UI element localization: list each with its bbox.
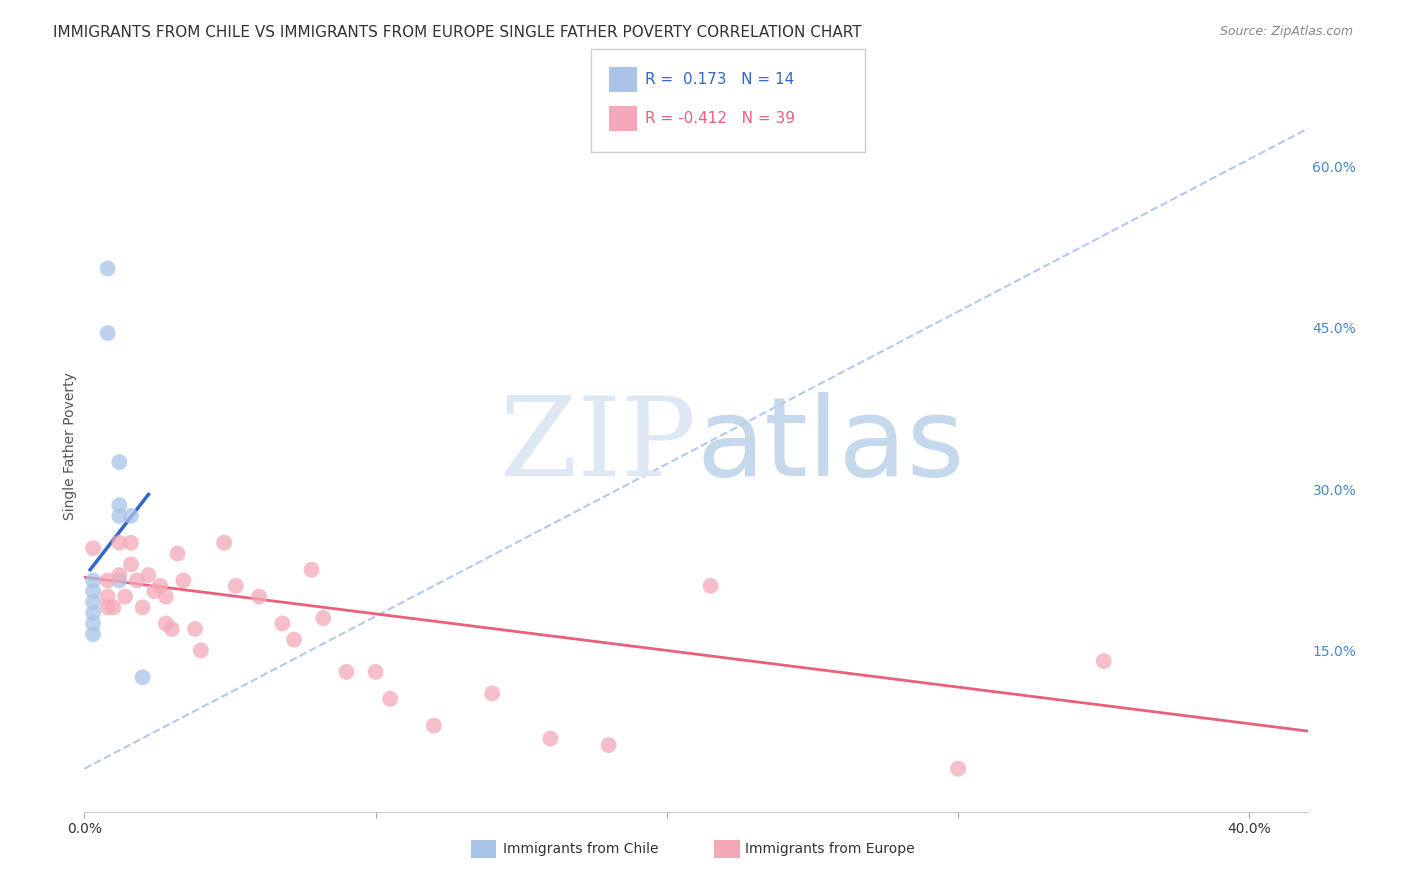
Point <box>138 568 160 582</box>
Point <box>82 595 104 609</box>
Point <box>212 536 235 550</box>
Point <box>160 622 183 636</box>
Text: ZIP: ZIP <box>501 392 696 500</box>
Text: Immigrants from Chile: Immigrants from Chile <box>503 842 659 856</box>
Point <box>108 455 131 469</box>
Point <box>225 579 247 593</box>
Point <box>283 632 305 647</box>
Point <box>103 600 125 615</box>
Y-axis label: Single Father Poverty: Single Father Poverty <box>63 372 77 520</box>
Point <box>131 670 153 684</box>
Point <box>335 665 357 679</box>
Point <box>172 574 194 588</box>
Point <box>120 558 142 572</box>
Point <box>108 536 131 550</box>
Text: R = -0.412   N = 39: R = -0.412 N = 39 <box>645 112 796 126</box>
Point <box>120 536 142 550</box>
Text: IMMIGRANTS FROM CHILE VS IMMIGRANTS FROM EUROPE SINGLE FATHER POVERTY CORRELATIO: IMMIGRANTS FROM CHILE VS IMMIGRANTS FROM… <box>53 25 862 40</box>
Point <box>97 590 120 604</box>
Point <box>380 691 402 706</box>
Point <box>143 584 166 599</box>
Point <box>598 738 620 752</box>
Point <box>184 622 207 636</box>
Point <box>131 600 153 615</box>
Point <box>108 508 131 523</box>
Point <box>114 590 136 604</box>
Point <box>97 574 120 588</box>
Point <box>120 508 142 523</box>
Point <box>155 616 177 631</box>
Point <box>108 498 131 512</box>
Point <box>82 627 104 641</box>
Point <box>108 574 131 588</box>
Text: R =  0.173   N = 14: R = 0.173 N = 14 <box>645 72 794 87</box>
Point <box>97 326 120 340</box>
Point <box>271 616 294 631</box>
Point <box>699 579 721 593</box>
Point <box>155 590 177 604</box>
Text: Immigrants from Europe: Immigrants from Europe <box>745 842 915 856</box>
Point <box>312 611 335 625</box>
Point <box>301 563 323 577</box>
Point <box>247 590 270 604</box>
Text: Source: ZipAtlas.com: Source: ZipAtlas.com <box>1219 25 1353 38</box>
Point <box>82 584 104 599</box>
Point <box>97 261 120 276</box>
Point <box>538 731 561 746</box>
Point <box>190 643 212 657</box>
Text: atlas: atlas <box>696 392 965 500</box>
Point <box>125 574 148 588</box>
Point <box>82 616 104 631</box>
Point <box>82 574 104 588</box>
Point <box>166 547 188 561</box>
Point <box>481 686 503 700</box>
Point <box>82 541 104 556</box>
Point <box>108 568 131 582</box>
Point <box>423 719 446 733</box>
Point <box>149 579 172 593</box>
Point <box>82 606 104 620</box>
Point <box>946 762 969 776</box>
Point <box>97 600 120 615</box>
Point <box>1092 654 1115 668</box>
Point <box>364 665 387 679</box>
